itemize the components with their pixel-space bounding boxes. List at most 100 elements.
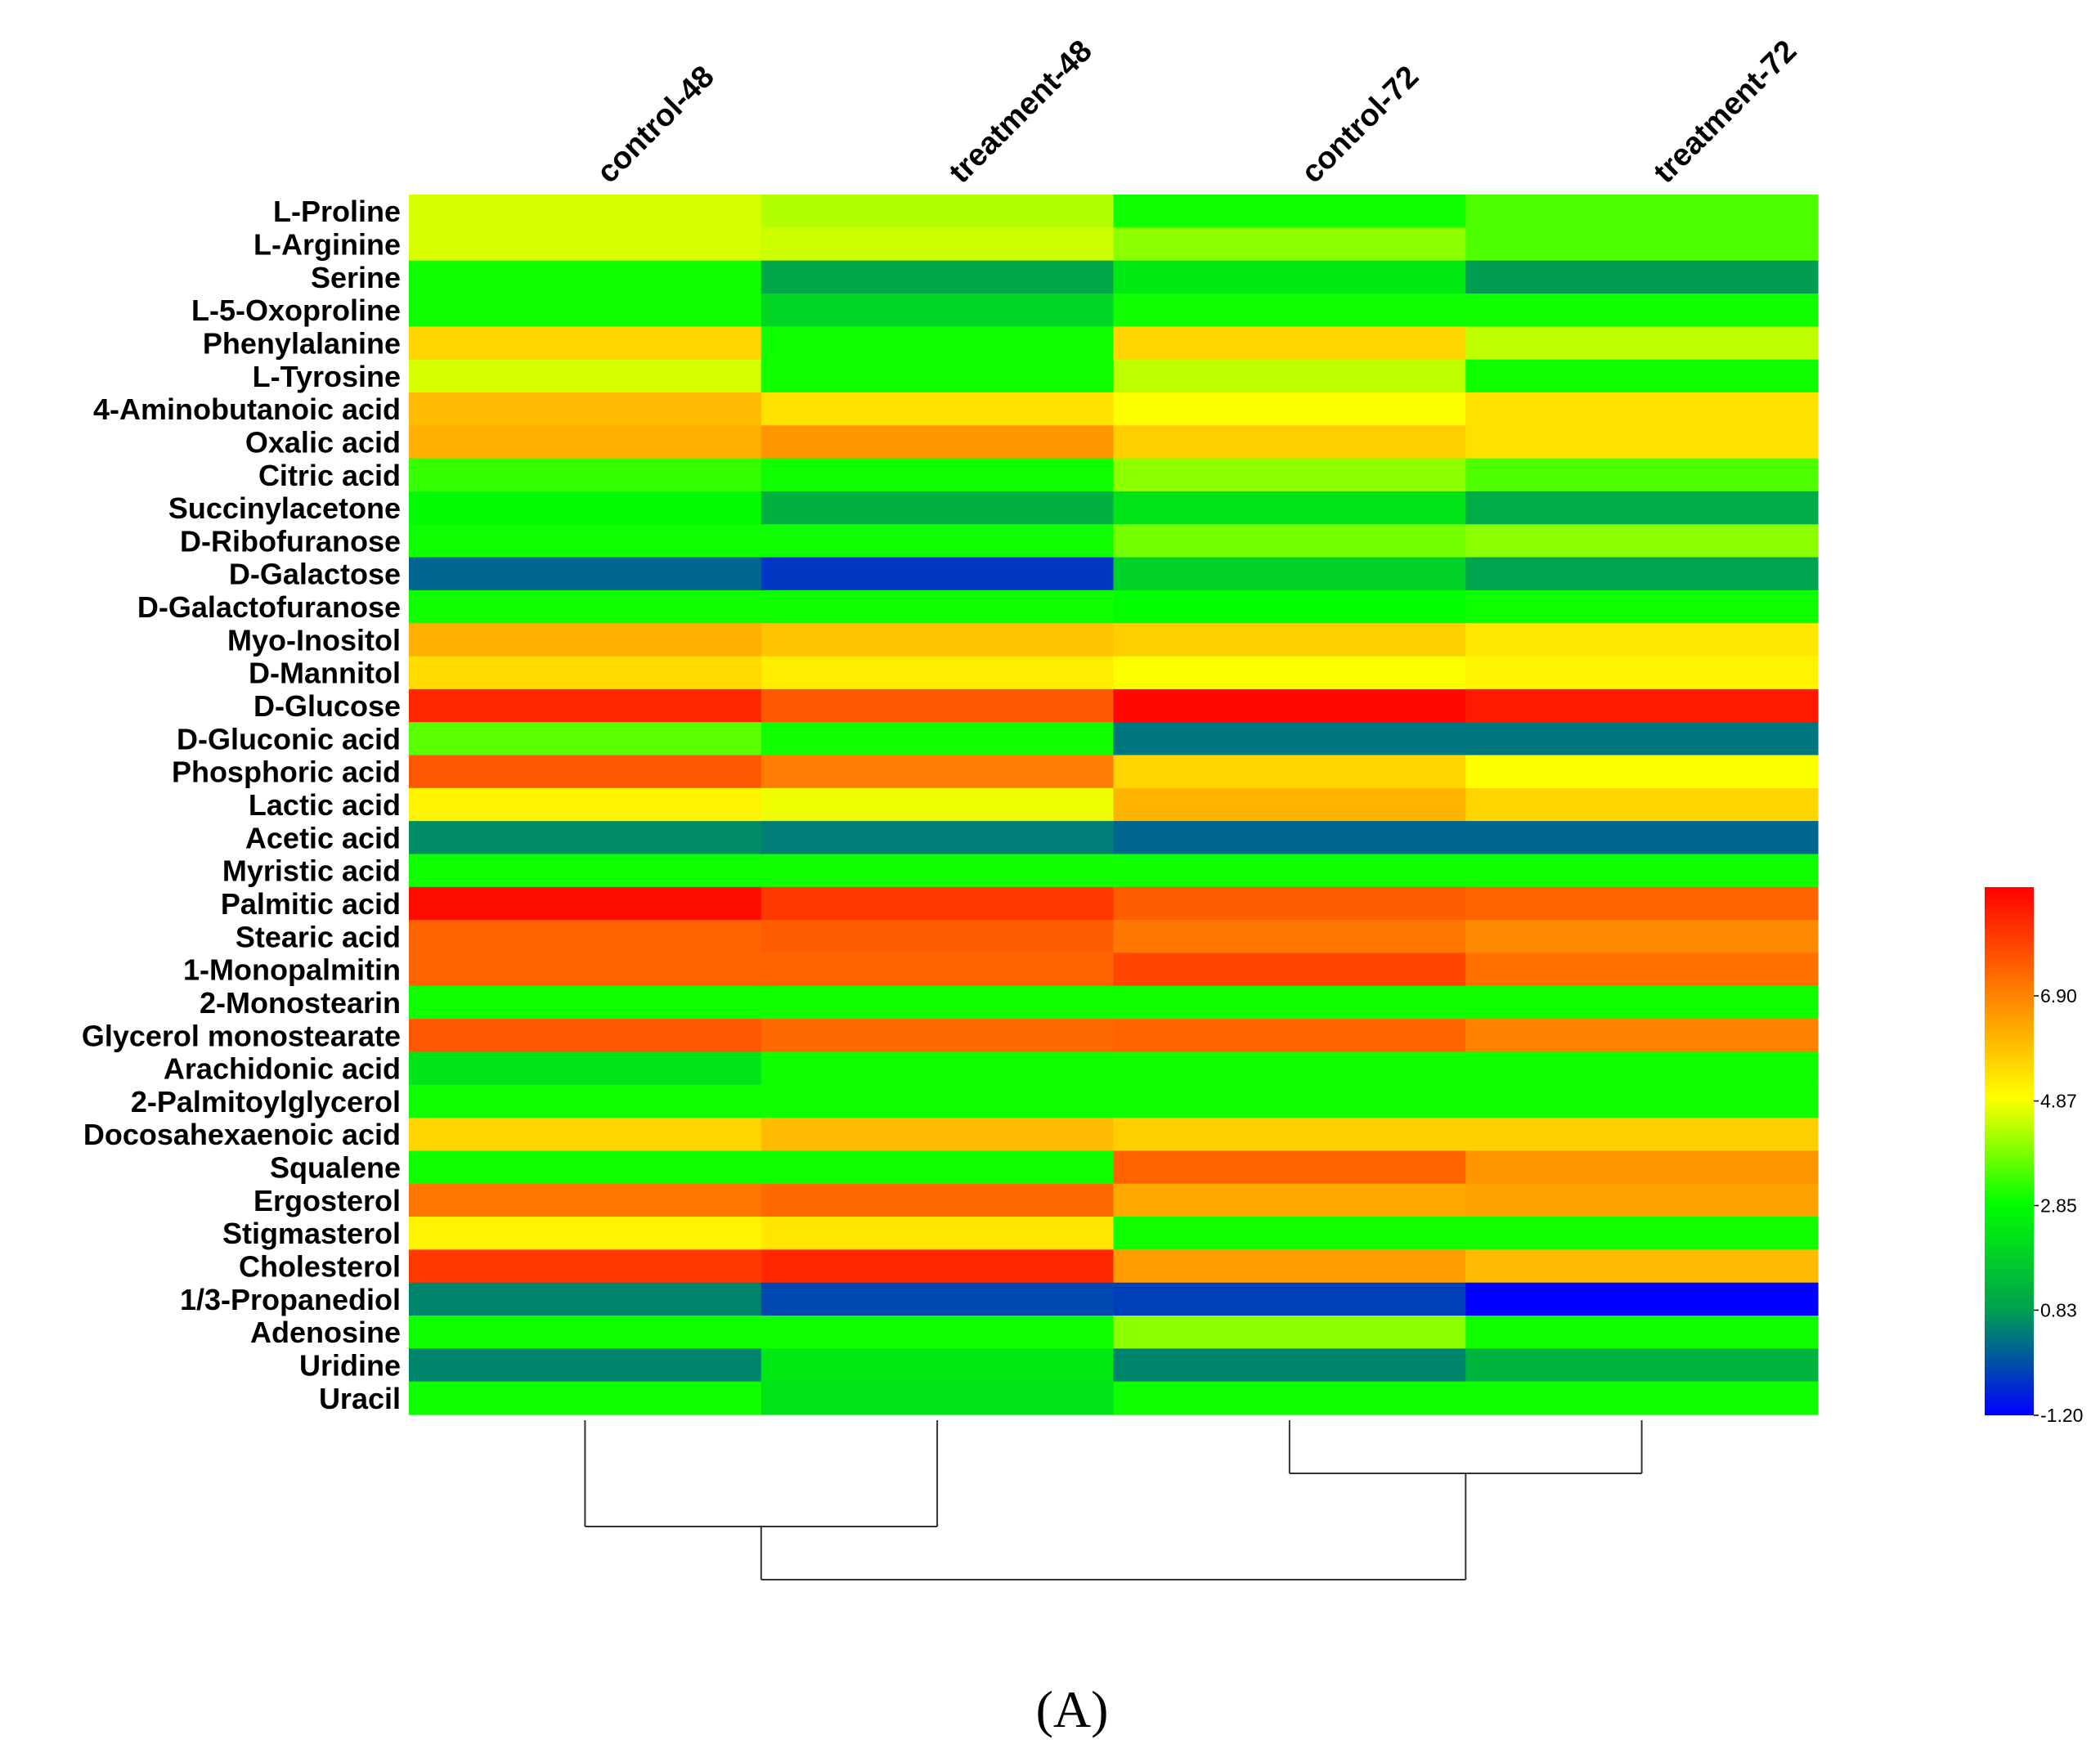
- row-label: Serine: [311, 261, 401, 294]
- row-label: Uracil: [319, 1382, 401, 1415]
- heatmap-cell: [1465, 1019, 1819, 1053]
- heatmap-cell: [1465, 458, 1819, 492]
- heatmap-cell: [409, 425, 762, 460]
- heatmap-cell: [409, 656, 762, 690]
- heatmap-cell: [409, 1084, 762, 1119]
- row-label: D-Ribofuranose: [180, 524, 401, 558]
- heatmap-cell: [409, 787, 762, 822]
- row-label: Stigmasterol: [222, 1217, 401, 1250]
- heatmap-cell: [409, 590, 762, 624]
- heatmap-cell: [1113, 920, 1466, 954]
- row-label: Citric acid: [258, 459, 401, 492]
- row-label: D-Galactose: [229, 558, 401, 591]
- heatmap-cell: [409, 1316, 762, 1349]
- row-label: Palmitic acid: [221, 887, 401, 921]
- row-label: D-Galactofuranose: [137, 590, 401, 624]
- heatmap-cell: [1113, 359, 1466, 393]
- heatmap-cell: [1465, 755, 1819, 789]
- heatmap-cell: [1465, 854, 1819, 888]
- column-label: treatment-72: [1647, 34, 1803, 190]
- row-label: Adenosine: [250, 1316, 401, 1349]
- heatmap-cell: [1465, 1348, 1819, 1383]
- heatmap-cell: [1113, 1381, 1466, 1415]
- row-label: Myristic acid: [222, 854, 401, 888]
- heatmap-cell: [1113, 755, 1466, 789]
- heatmap-cell: [409, 392, 762, 426]
- colorbar-tick-label: 6.90: [2040, 985, 2077, 1006]
- heatmap-cell: [1465, 590, 1819, 624]
- heatmap-cell: [1113, 557, 1466, 591]
- row-label: D-Mannitol: [249, 657, 401, 690]
- row-label: 2-Palmitoylglycerol: [131, 1085, 401, 1119]
- heatmap-cell: [1113, 787, 1466, 822]
- row-label: Acetic acid: [245, 821, 401, 854]
- heatmap-cell: [1113, 458, 1466, 492]
- heatmap-cell: [761, 293, 1115, 327]
- heatmap-cell: [409, 985, 762, 1020]
- heatmap-cell: [1465, 985, 1819, 1020]
- heatmap-cell: [1113, 260, 1466, 294]
- row-label: Myo-Inositol: [227, 623, 401, 657]
- heatmap-cell: [1113, 854, 1466, 888]
- row-label: 4-Aminobutanoic acid: [93, 392, 401, 426]
- heatmap-cell: [761, 623, 1115, 657]
- heatmap-cell: [761, 886, 1115, 921]
- heatmap-cell: [1465, 1316, 1819, 1349]
- heatmap-cell: [1465, 787, 1819, 822]
- heatmap-cell: [1465, 425, 1819, 460]
- heatmap-cell: [1113, 886, 1466, 921]
- heatmap-cell: [761, 491, 1115, 525]
- heatmap-cell: [761, 722, 1115, 756]
- heatmap-cell: [1465, 524, 1819, 558]
- heatmap-cell: [1113, 195, 1466, 228]
- heatmap-cell: [1113, 985, 1466, 1020]
- row-label: D-Glucose: [254, 689, 401, 723]
- heatmap-cell: [1465, 359, 1819, 393]
- heatmap-cell: [1113, 623, 1466, 657]
- heatmap-cell: [409, 1051, 762, 1086]
- colorbar-tick-label: 2.85: [2040, 1195, 2077, 1217]
- heatmap-cell: [409, 1217, 762, 1250]
- heatmap-cell: [1465, 1150, 1819, 1185]
- heatmap-cell: [409, 755, 762, 789]
- heatmap-cell: [1113, 1118, 1466, 1151]
- row-label: Phosphoric acid: [172, 755, 401, 789]
- heatmap-cell: [761, 392, 1115, 426]
- row-label: L-5-Oxoproline: [191, 294, 401, 327]
- heatmap-cell: [1113, 425, 1466, 460]
- heatmap-cell: [409, 623, 762, 657]
- panel-label: (A): [1036, 1680, 1109, 1738]
- heatmap-cell: [1465, 886, 1819, 921]
- heatmap-cell: [1113, 1282, 1466, 1316]
- heatmap-cell: [409, 326, 762, 361]
- heatmap-cell: [761, 1150, 1115, 1185]
- row-label: Ergosterol: [254, 1184, 401, 1217]
- heatmap-cell: [1465, 1282, 1819, 1316]
- heatmap-cell: [1465, 227, 1819, 262]
- heatmap-cell: [1465, 1183, 1819, 1217]
- heatmap-cell: [409, 821, 762, 855]
- heatmap-cell: [409, 1019, 762, 1053]
- heatmap-cell: [1465, 1381, 1819, 1415]
- column-label: control-48: [590, 60, 721, 191]
- heatmap-cell: [761, 227, 1115, 262]
- heatmap-cell: [761, 557, 1115, 591]
- row-label: Stearic acid: [236, 920, 401, 953]
- heatmap-cell: [1113, 1183, 1466, 1217]
- row-label: 2-Monostearin: [200, 986, 401, 1020]
- heatmap-cell: [761, 854, 1115, 888]
- heatmap-cell: [1465, 623, 1819, 657]
- heatmap-cell: [1113, 1249, 1466, 1284]
- colorbar-tick-label: -1.20: [2040, 1405, 2083, 1426]
- column-label: control-72: [1295, 60, 1426, 191]
- heatmap-cell: [1465, 722, 1819, 756]
- heatmap-cell: [409, 688, 762, 723]
- heatmap-cell: [761, 260, 1115, 294]
- color-scale-bar: [1985, 887, 2034, 1415]
- heatmap-cell: [409, 1381, 762, 1415]
- heatmap-cell: [409, 1118, 762, 1151]
- heatmap-cell: [409, 195, 762, 228]
- row-label: Phenylalanine: [203, 326, 401, 360]
- heatmap-cell: [409, 1183, 762, 1217]
- heatmap-cell: [1465, 326, 1819, 361]
